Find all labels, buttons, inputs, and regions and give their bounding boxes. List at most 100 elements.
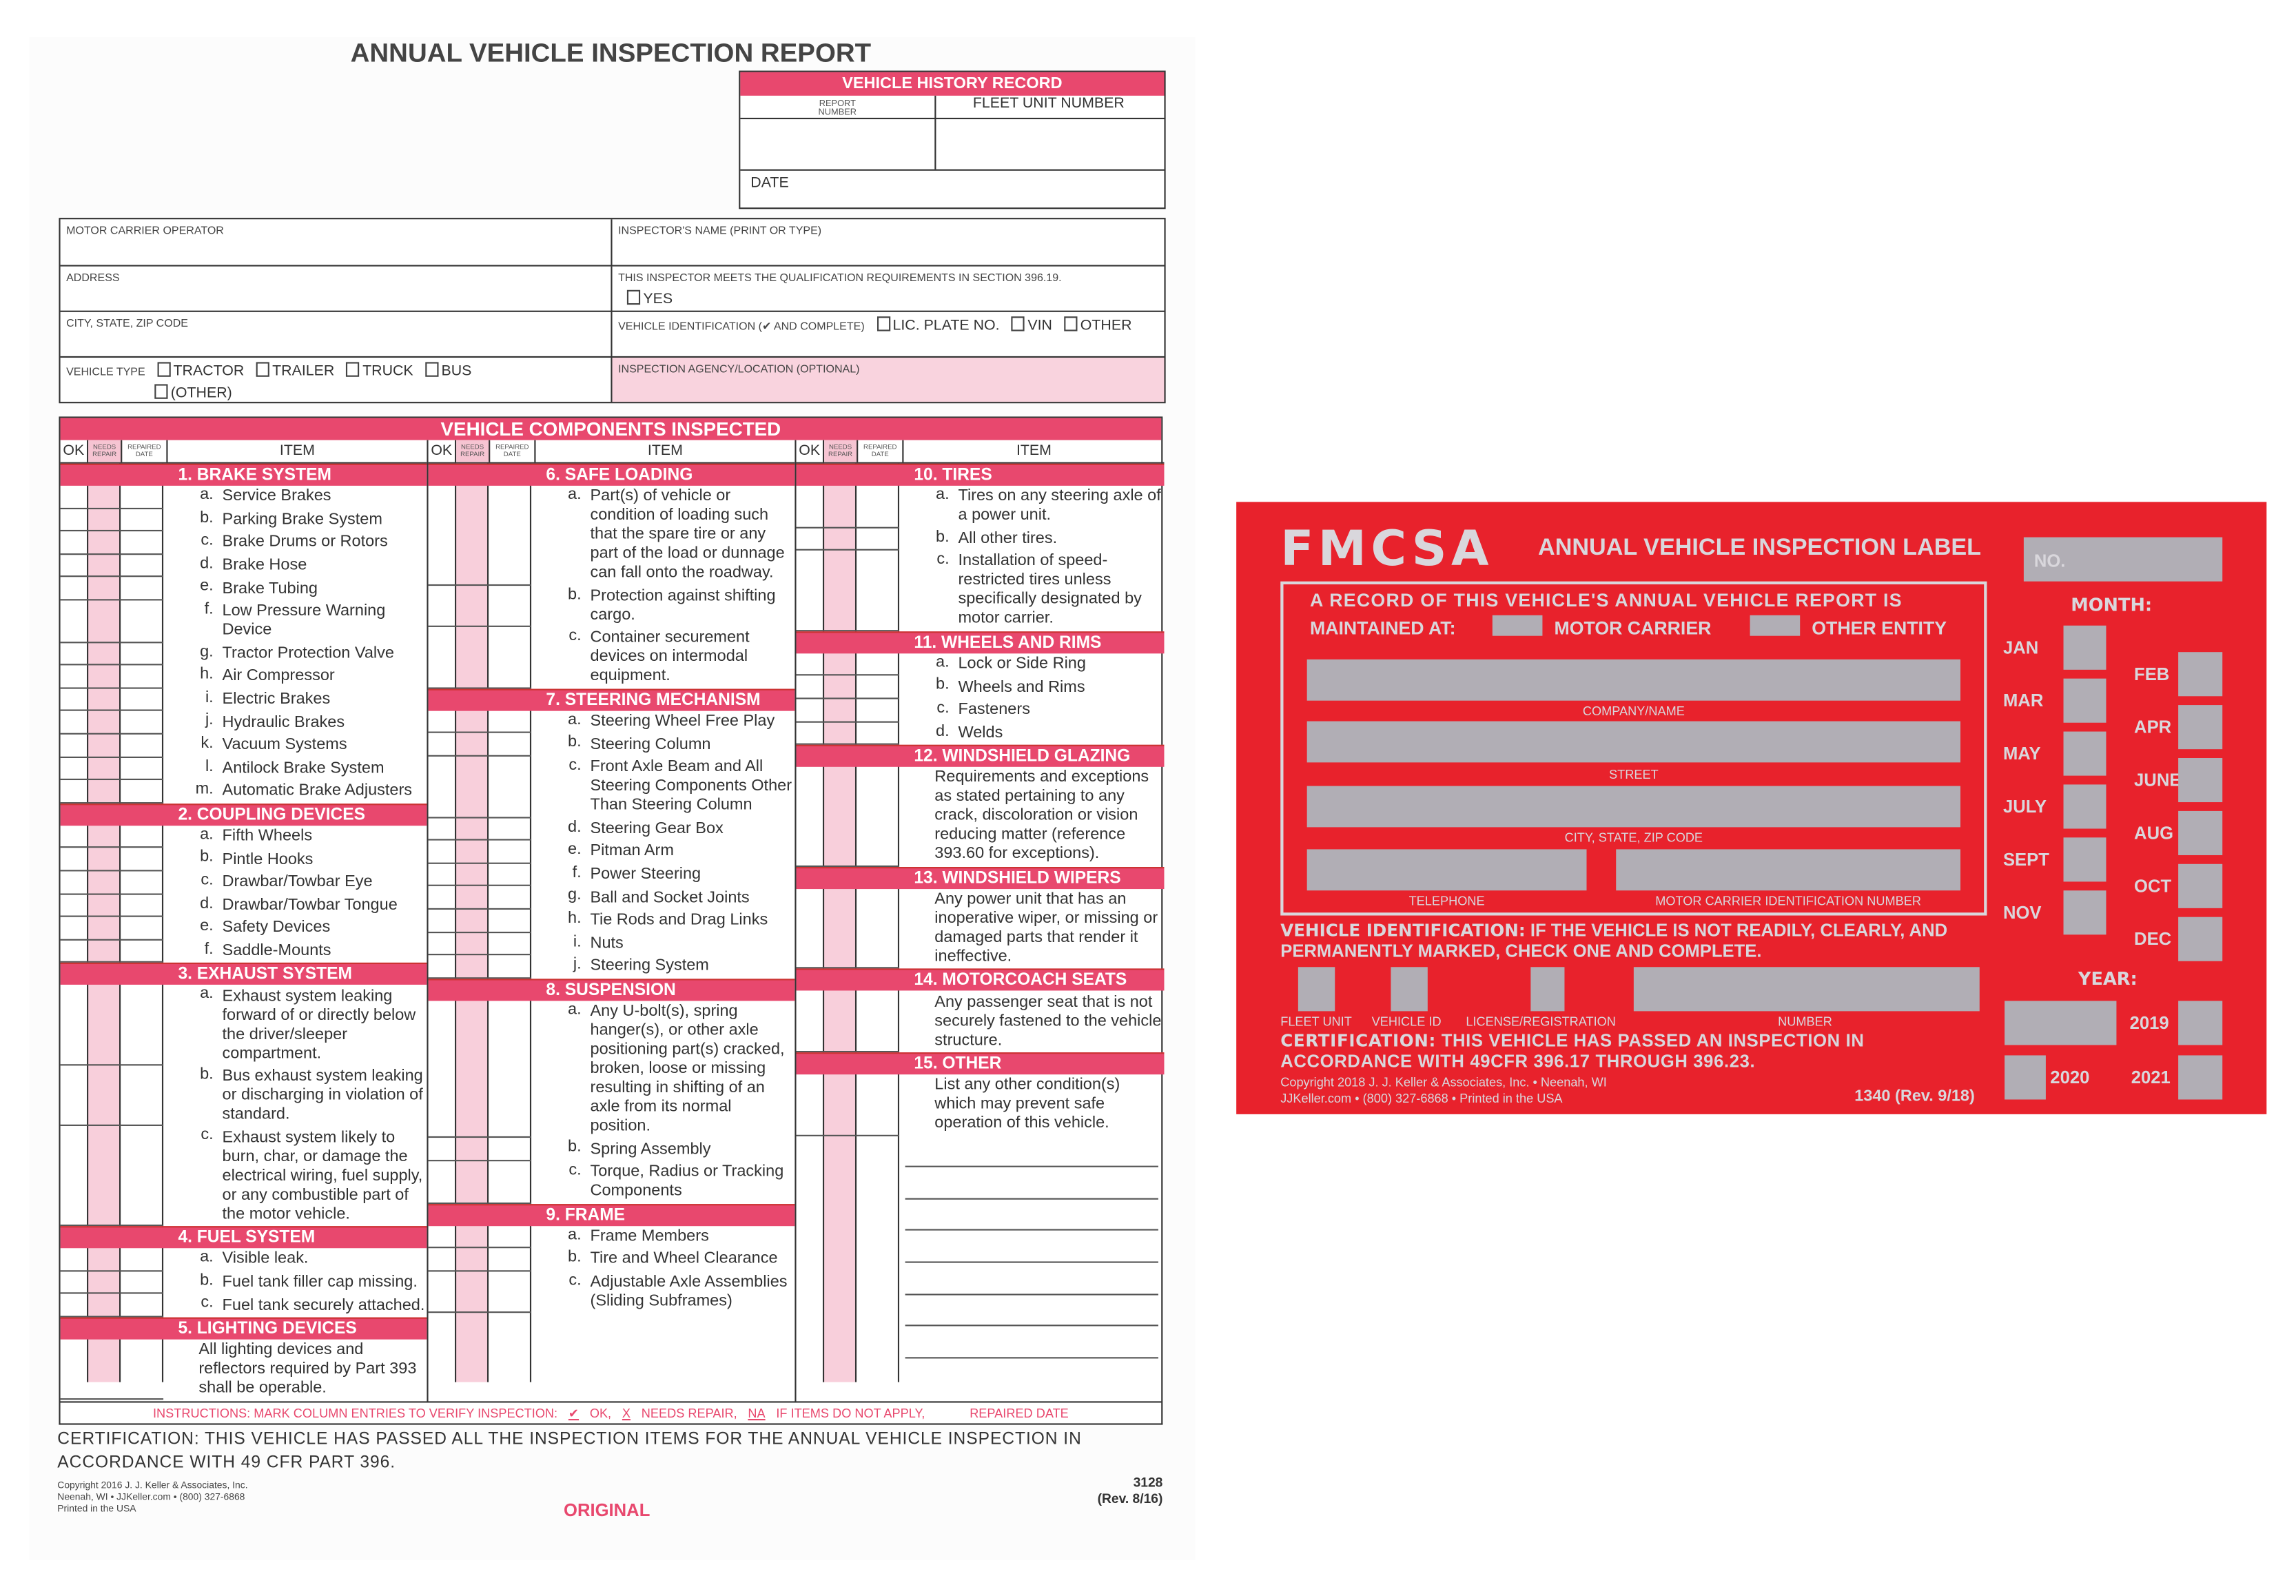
year-2021-box[interactable] (2178, 1055, 2223, 1100)
month-box[interactable] (2063, 784, 2107, 829)
check-cells[interactable] (796, 528, 900, 551)
city-state-zip-field[interactable]: CITY, STATE, ZIP CODE (60, 311, 613, 358)
check-cells[interactable] (60, 985, 164, 1066)
checkbox-yes[interactable]: YES (618, 289, 1158, 307)
inspection-item-row[interactable]: a. Visible leak. (60, 1248, 427, 1271)
check-cells[interactable] (60, 486, 164, 509)
check-cells[interactable] (796, 699, 900, 722)
check-cells[interactable] (428, 710, 532, 734)
inspection-item-row[interactable]: b. Spring Assembly (428, 1138, 795, 1162)
check-cells[interactable] (428, 932, 532, 956)
check-cells[interactable] (428, 585, 532, 628)
inspection-item-row[interactable]: e. Pitman Arm (428, 841, 795, 864)
inspection-item-row[interactable]: f. Power Steering (428, 863, 795, 887)
check-cells[interactable] (60, 600, 164, 643)
check-cells[interactable] (796, 991, 900, 1053)
inspection-item-row[interactable]: b. Steering Column (428, 733, 795, 757)
check-cells[interactable] (796, 653, 900, 677)
fleet-unit-checkbox[interactable] (1298, 967, 1335, 1012)
check-cells[interactable] (796, 486, 900, 528)
date-field[interactable]: DATE (740, 169, 1165, 209)
inspection-item-row[interactable]: Any passenger seat that is not securely … (796, 991, 1165, 1053)
inspection-item-row[interactable]: e. Brake Tubing (60, 577, 427, 601)
month-box[interactable] (2178, 917, 2223, 961)
check-cells[interactable] (428, 1271, 532, 1313)
check-cells[interactable] (60, 940, 164, 963)
blank-field[interactable] (905, 1231, 1158, 1263)
inspection-item-row[interactable]: b. Parking Brake System (60, 509, 427, 532)
inspection-item-row[interactable]: f. Low Pressure Warning Device (60, 600, 427, 643)
inspection-item-row[interactable]: b. Wheels and Rims (796, 676, 1165, 699)
month-box[interactable] (2063, 731, 2107, 776)
license-checkbox[interactable] (1530, 967, 1565, 1012)
check-cells[interactable] (60, 577, 164, 601)
inspection-item-row[interactable]: Any power unit that has an inoperative w… (796, 889, 1165, 970)
check-cells[interactable] (60, 1127, 164, 1227)
check-cells[interactable] (60, 666, 164, 689)
inspection-item-row[interactable]: a. Any U-bolt(s), spring hanger(s), or ot… (428, 1001, 795, 1138)
inspection-item-row[interactable]: e. Safety Devices (60, 917, 427, 941)
inspection-item-row[interactable]: a. Tires on any steering axle of a power … (796, 486, 1165, 528)
inspection-item-row[interactable]: d. Brake Hose (60, 555, 427, 578)
inspector-name-field[interactable]: INSPECTOR'S NAME (PRINT OR TYPE) (612, 219, 1165, 267)
month-box[interactable] (2178, 705, 2223, 750)
report-number-field[interactable] (740, 118, 933, 170)
blank-line[interactable] (797, 1136, 1165, 1168)
inspection-item-row[interactable]: a. Service Brakes (60, 486, 427, 509)
blank-line[interactable] (797, 1199, 1165, 1231)
check-cells[interactable] (797, 1167, 900, 1199)
check-cells[interactable] (60, 917, 164, 941)
check-cells[interactable] (428, 627, 532, 689)
other-entity-checkbox[interactable] (1750, 615, 1801, 636)
checkbox-other[interactable]: (OTHER) (154, 384, 605, 402)
checkbox-tractor[interactable]: TRACTOR (148, 362, 244, 380)
inspection-item-row[interactable]: c. Front Axle Beam and All Steering Compo… (428, 757, 795, 818)
blank-field[interactable] (905, 1199, 1158, 1231)
check-cells[interactable] (428, 863, 532, 887)
check-cells[interactable] (797, 1262, 900, 1294)
inspection-agency-field[interactable]: INSPECTION AGENCY/LOCATION (OPTIONAL) (612, 358, 1165, 402)
check-cells[interactable] (796, 1074, 900, 1136)
checkbox-lic-plate[interactable]: LIC. PLATE NO. (868, 316, 1000, 334)
checkbox-other-id[interactable]: OTHER (1055, 316, 1132, 334)
check-cells[interactable] (797, 1295, 900, 1327)
checkbox-bus[interactable]: BUS (416, 362, 471, 380)
check-cells[interactable] (60, 894, 164, 917)
check-cells[interactable] (428, 818, 532, 841)
check-cells[interactable] (428, 955, 532, 979)
inspection-item-row[interactable]: k. Vacuum Systems (60, 735, 427, 757)
check-cells[interactable] (428, 1248, 532, 1271)
checkbox-truck[interactable]: TRUCK (338, 362, 413, 380)
inspection-item-row[interactable]: j. Steering System (428, 955, 795, 979)
month-box[interactable] (2178, 810, 2223, 855)
check-cells[interactable] (796, 889, 900, 970)
fleet-unit-field[interactable] (936, 118, 1164, 170)
checkbox-vin[interactable]: VIN (1003, 316, 1052, 334)
check-cells[interactable] (797, 1327, 900, 1358)
inspection-item-row[interactable]: c. Drawbar/Towbar Eye (60, 871, 427, 894)
check-cells[interactable] (797, 1136, 900, 1167)
blank-line[interactable] (797, 1295, 1165, 1327)
check-cells[interactable] (60, 555, 164, 578)
blank-line[interactable] (797, 1231, 1165, 1263)
check-cells[interactable] (60, 780, 164, 804)
check-cells[interactable] (60, 688, 164, 712)
company-field[interactable] (1306, 659, 1961, 701)
check-cells[interactable] (60, 509, 164, 532)
check-cells[interactable] (60, 642, 164, 666)
check-cells[interactable] (60, 848, 164, 872)
inspection-item-row[interactable]: a. Exhaust system leaking forward of or d… (60, 985, 427, 1066)
check-cells[interactable] (60, 1248, 164, 1271)
month-box[interactable] (2178, 863, 2223, 908)
address-field[interactable]: ADDRESS (60, 266, 613, 312)
blank-line[interactable] (797, 1262, 1165, 1295)
check-cells[interactable] (60, 1339, 164, 1401)
month-box[interactable] (2063, 625, 2107, 670)
inspection-item-row[interactable]: c. Adjustable Axle Assemblies (Sliding Su… (428, 1271, 795, 1313)
check-cells[interactable] (428, 757, 532, 818)
check-cells[interactable] (428, 1161, 532, 1204)
motor-carrier-checkbox[interactable] (1492, 615, 1543, 636)
month-box[interactable] (2178, 652, 2223, 697)
inspection-item-row[interactable]: c. Torque, Radius or Tracking Components (428, 1161, 795, 1204)
inspection-item-row[interactable]: c. Fasteners (796, 699, 1165, 722)
